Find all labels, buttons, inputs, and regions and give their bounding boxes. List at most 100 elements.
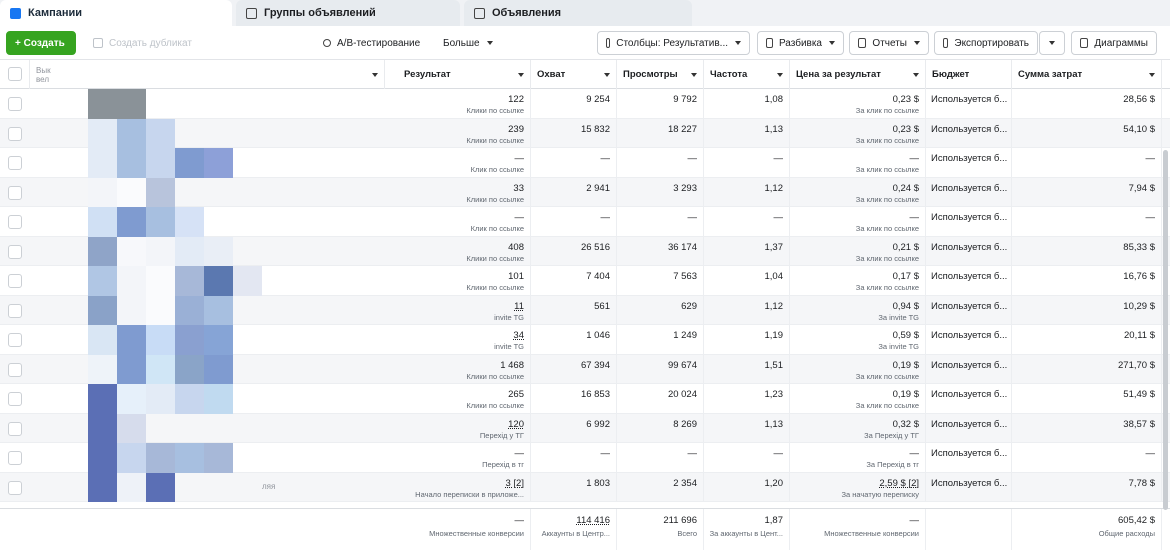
table-row[interactable]: 1 468 Клики по ссылке 67 394 99 674 1,51 0,19… (0, 354, 1170, 384)
tab-ads[interactable]: Объявления (464, 0, 692, 26)
cell-value: 3 293 (673, 182, 697, 194)
tab-adsets[interactable]: Группы объявлений (236, 0, 460, 26)
pixelated-name-block (146, 266, 175, 296)
row-checkbox[interactable] (8, 244, 22, 259)
breakdown-button[interactable]: Разбивка (757, 31, 844, 55)
duplicate-button[interactable]: Создать дубликат (84, 31, 201, 55)
reach-column-header[interactable]: Охват (531, 60, 617, 89)
campaign-name-cell[interactable] (30, 325, 385, 355)
cost-cell: 0,23 $ За клик по ссылке (790, 89, 926, 119)
cell-value: 7 563 (673, 271, 697, 282)
table-row[interactable]: 34 invite TG 1 046 1 249 1,19 0,59 $ За invite… (0, 325, 1170, 355)
campaign-name-cell[interactable] (30, 295, 385, 325)
row-checkbox[interactable] (8, 362, 22, 377)
campaign-name-cell[interactable] (30, 266, 385, 296)
views-cell: 2 354 (617, 472, 704, 502)
campaign-name-cell[interactable] (30, 384, 385, 414)
pixelated-name-block (146, 177, 175, 207)
table-row[interactable]: 11 invite TG 561 629 1,12 0,94 $ За invite TG И… (0, 295, 1170, 325)
cell-value: — (773, 153, 784, 164)
columns-button[interactable]: Столбцы: Результатив... (597, 31, 750, 55)
row-checkbox[interactable] (8, 97, 22, 111)
row-checkbox[interactable] (8, 274, 22, 288)
table-row[interactable]: — Клик по ссылке — — — — За клик по ссылке Испо… (0, 148, 1170, 178)
cost-cell: 0,19 $ За клик по ссылке (790, 384, 926, 414)
campaign-name-cell[interactable] (30, 89, 385, 119)
cell-value: 34 (513, 330, 524, 341)
table-row[interactable]: 239 Клики по ссылке 15 832 18 227 1,13 0,23 $… (0, 118, 1170, 148)
tab-label: Группы объявлений (264, 7, 376, 19)
campaign-name-cell[interactable] (30, 207, 385, 237)
row-checkbox[interactable] (8, 156, 22, 170)
campaign-name-cell[interactable] (30, 443, 385, 473)
ab-test-button[interactable]: A/B-тестирование (314, 31, 430, 55)
cell-sublabel: За клик по ссылке (855, 135, 919, 145)
campaign-name-cell[interactable] (30, 236, 385, 266)
freq-cell: 1,19 (704, 325, 790, 355)
views-cell: — (617, 443, 704, 473)
cell-value: 33 (513, 182, 524, 194)
reports-button[interactable]: Отчеты (849, 31, 929, 55)
row-checkbox[interactable] (8, 333, 22, 347)
cell-sublabel: За клик по ссылке (855, 283, 919, 292)
views-column-header[interactable]: Просмотры (617, 60, 704, 89)
cell-value: 0,21 $ (892, 241, 919, 253)
views-cell: — (617, 148, 704, 178)
cost-column-header[interactable]: Цена за результат (790, 60, 926, 89)
campaign-name-cell[interactable]: ляя (30, 472, 385, 502)
cell-value: 1,13 (764, 418, 784, 430)
row-checkbox[interactable] (8, 451, 22, 465)
pixelated-name-block (204, 266, 233, 296)
select-all-checkbox[interactable] (8, 67, 22, 81)
row-checkbox[interactable] (8, 185, 22, 200)
table-row[interactable]: 101 Клики по ссылке 7 404 7 563 1,04 0,17 $ За… (0, 266, 1170, 296)
row-checkbox[interactable] (8, 126, 22, 141)
table-row[interactable]: 120 Перехід у ТГ 6 992 8 269 1,13 0,32 $ За Пе… (0, 413, 1170, 443)
table-row[interactable]: — Перехід в тг — — — — За Перехід в тг Использу… (0, 443, 1170, 473)
more-button[interactable]: Больше (434, 31, 502, 55)
reach-cell: 2 941 (531, 177, 617, 207)
cell-value: — (1145, 153, 1156, 164)
budget-column-header[interactable]: Бюджет (926, 60, 1012, 89)
tab-campaigns[interactable]: Кампании (0, 0, 232, 26)
result-cell: 408 Клики по ссылке (385, 236, 531, 266)
pixelated-name-block (88, 413, 117, 443)
row-checkbox[interactable] (8, 480, 22, 495)
table-row[interactable]: — Клик по ссылке — — — — За клик по ссылке Испо… (0, 207, 1170, 237)
row-checkbox[interactable] (8, 421, 22, 436)
campaign-name-cell[interactable] (30, 118, 385, 148)
name-column-header[interactable]: Вык вел (30, 60, 385, 89)
table-row[interactable]: 122 Клики по ссылке 9 254 9 792 1,08 0,23 $ За… (0, 89, 1170, 119)
row-checkbox[interactable] (8, 392, 22, 406)
pixelated-name-block (117, 236, 146, 266)
result-column-header[interactable]: Результат (398, 60, 531, 89)
cell-sublabel: За начатую переписку (841, 489, 919, 499)
cell-value: 16 853 (580, 389, 610, 400)
table-row[interactable]: 408 Клики по ссылке 26 516 36 174 1,37 0,21 $… (0, 236, 1170, 266)
campaign-name-cell[interactable] (30, 148, 385, 178)
campaign-name-cell[interactable] (30, 354, 385, 384)
cost-cell: 0,32 $ За Перехід у ТГ (790, 413, 926, 443)
export-dropdown-button[interactable] (1039, 31, 1065, 55)
pixelated-name-block (146, 236, 175, 266)
cell-sublabel: За клик по ссылке (855, 194, 919, 204)
export-button[interactable]: Экспортировать (934, 31, 1038, 55)
frequency-column-header[interactable]: Частота (704, 60, 790, 89)
pixelated-name-block (117, 443, 146, 473)
row-checkbox[interactable] (8, 215, 22, 229)
vertical-scrollbar[interactable] (1163, 150, 1168, 510)
spend-column-header[interactable]: Сумма затрат (1012, 60, 1162, 89)
table-row[interactable]: 265 Клики по ссылке 16 853 20 024 1,23 0,19 $… (0, 384, 1170, 414)
table-row[interactable]: 33 Клики по ссылке 2 941 3 293 1,12 0,24 $ За … (0, 177, 1170, 207)
campaign-name-cell[interactable] (30, 413, 385, 443)
chart-icon (1080, 38, 1089, 48)
pixelated-name-block (117, 89, 146, 119)
row-checkbox[interactable] (8, 303, 22, 318)
create-button[interactable]: + Создать (6, 31, 76, 55)
table-row[interactable]: ляя 3 [2] Начало переписки в приложе... 1 8… (0, 472, 1170, 502)
cell-sublabel: За клик по ссылке (855, 106, 919, 115)
cell-value: — (514, 448, 525, 459)
campaign-name-cell[interactable] (30, 177, 385, 207)
freq-cell: — (704, 207, 790, 237)
charts-button[interactable]: Диаграммы (1071, 31, 1157, 55)
